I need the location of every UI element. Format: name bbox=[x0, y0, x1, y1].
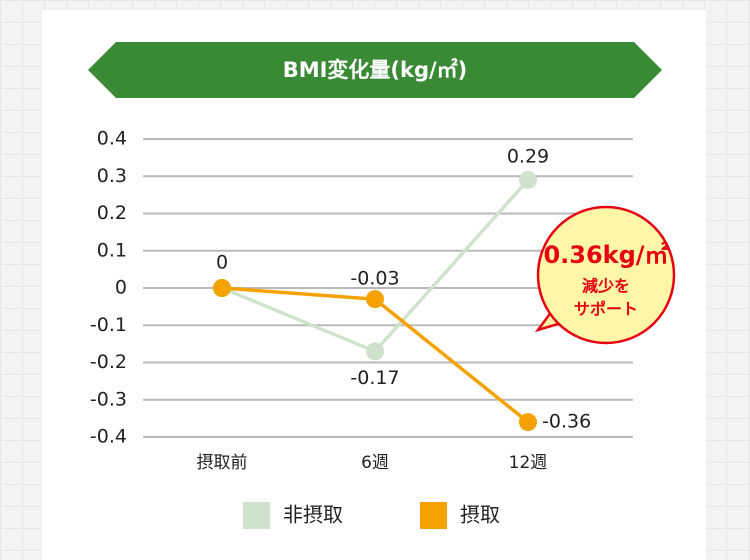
chart-title: BMI変化量(kg/㎡) bbox=[283, 58, 468, 82]
legend-swatch bbox=[243, 502, 270, 529]
y-tick-label: -0.3 bbox=[90, 388, 127, 410]
callout: 0.36kg/㎡ 減少を サポート bbox=[534, 205, 676, 345]
x-tick-label: 12週 bbox=[509, 453, 548, 473]
value-label: -0.03 bbox=[350, 268, 399, 290]
plot: 0.4 0.3 0.2 0.1 0 -0.1 -0.2 -0.3 -0.4 摂取前 6週 12週 -0.… bbox=[90, 128, 633, 529]
y-tick-label: 0.1 bbox=[97, 239, 127, 261]
x-tick-label: 6週 bbox=[361, 453, 389, 473]
y-tick-label: 0.3 bbox=[97, 165, 127, 187]
callout-text: 減少を bbox=[582, 277, 630, 296]
point bbox=[519, 170, 537, 189]
y-tick-label: -0.4 bbox=[90, 426, 127, 448]
callout-highlight: 0.36kg/㎡ bbox=[543, 241, 668, 269]
point bbox=[213, 279, 231, 297]
legend-label: 非摂取 bbox=[283, 503, 343, 527]
point bbox=[519, 413, 537, 432]
y-tick-label: -0.1 bbox=[90, 314, 127, 336]
point bbox=[366, 342, 384, 361]
legend-swatch bbox=[420, 502, 447, 529]
value-label: -0.36 bbox=[542, 411, 591, 433]
callout-joint bbox=[558, 298, 580, 320]
x-tick-label: 摂取前 bbox=[197, 453, 248, 473]
legend-label: 摂取 bbox=[460, 503, 500, 527]
point bbox=[366, 290, 384, 309]
callout-text: サポート bbox=[574, 300, 638, 319]
value-label: 0.29 bbox=[507, 145, 549, 167]
callout-bubble bbox=[536, 205, 676, 345]
y-tick-label: -0.2 bbox=[90, 351, 127, 373]
value-label: 0 bbox=[216, 252, 228, 274]
y-tick-label: 0.4 bbox=[97, 128, 127, 150]
title-banner bbox=[88, 42, 662, 98]
y-tick-label: 0 bbox=[115, 277, 127, 299]
value-label: -0.17 bbox=[350, 367, 399, 389]
y-tick-label: 0.2 bbox=[97, 202, 127, 224]
